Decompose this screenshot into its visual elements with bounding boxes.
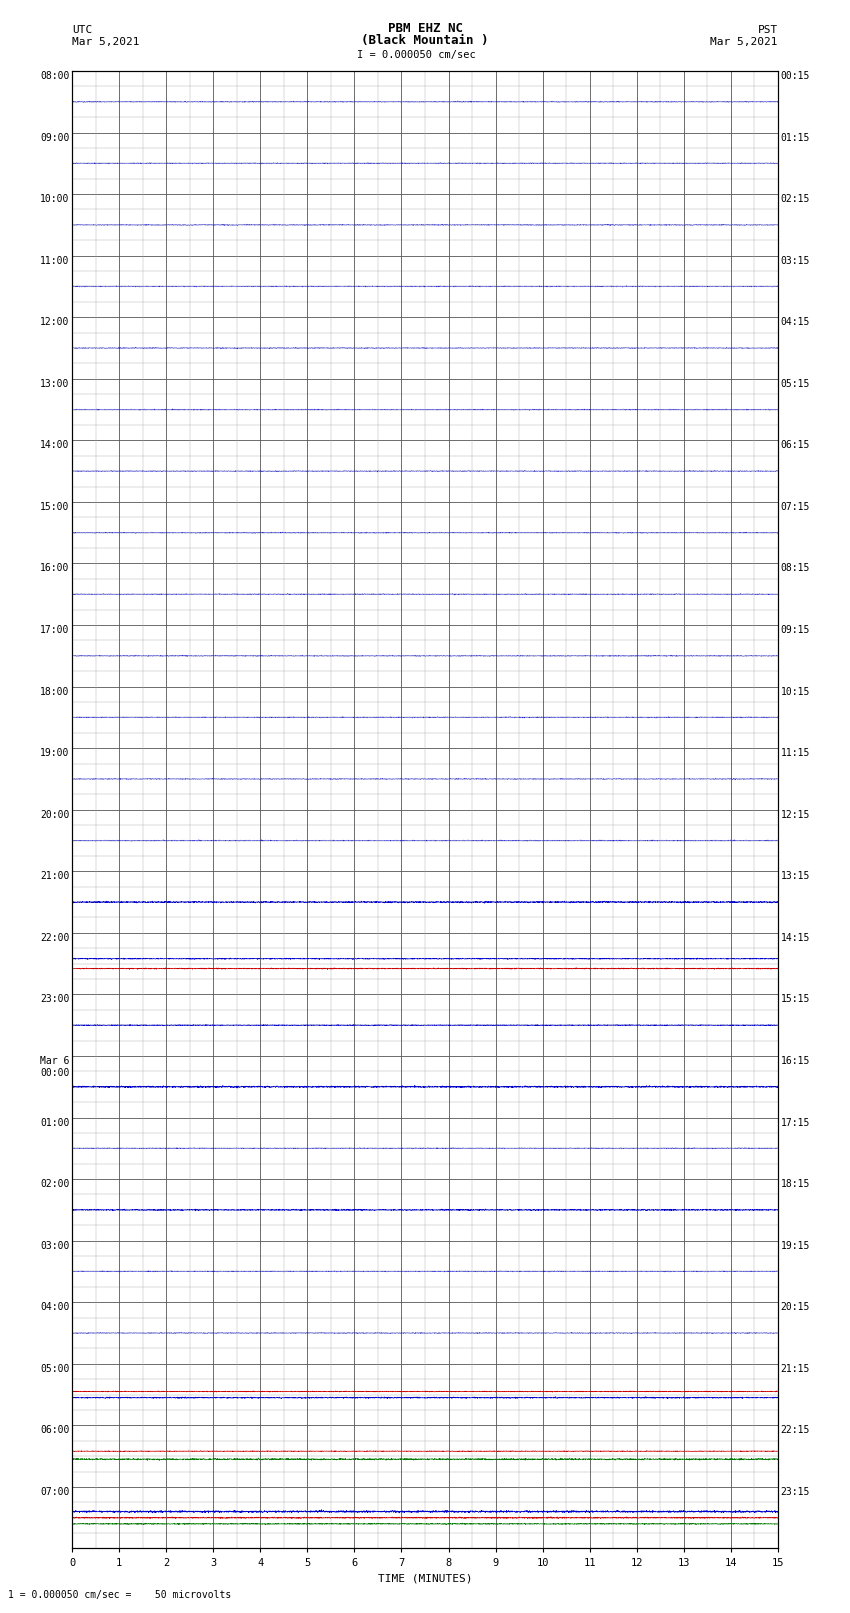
Text: I = 0.000050 cm/sec: I = 0.000050 cm/sec [357,50,476,60]
Text: Mar 5,2021: Mar 5,2021 [72,37,139,47]
Text: 1 = 0.000050 cm/sec =    50 microvolts: 1 = 0.000050 cm/sec = 50 microvolts [8,1590,232,1600]
Text: (Black Mountain ): (Black Mountain ) [361,34,489,47]
Text: PBM EHZ NC: PBM EHZ NC [388,21,462,35]
Text: PST: PST [757,24,778,35]
Text: Mar 5,2021: Mar 5,2021 [711,37,778,47]
Text: UTC: UTC [72,24,93,35]
X-axis label: TIME (MINUTES): TIME (MINUTES) [377,1573,473,1582]
